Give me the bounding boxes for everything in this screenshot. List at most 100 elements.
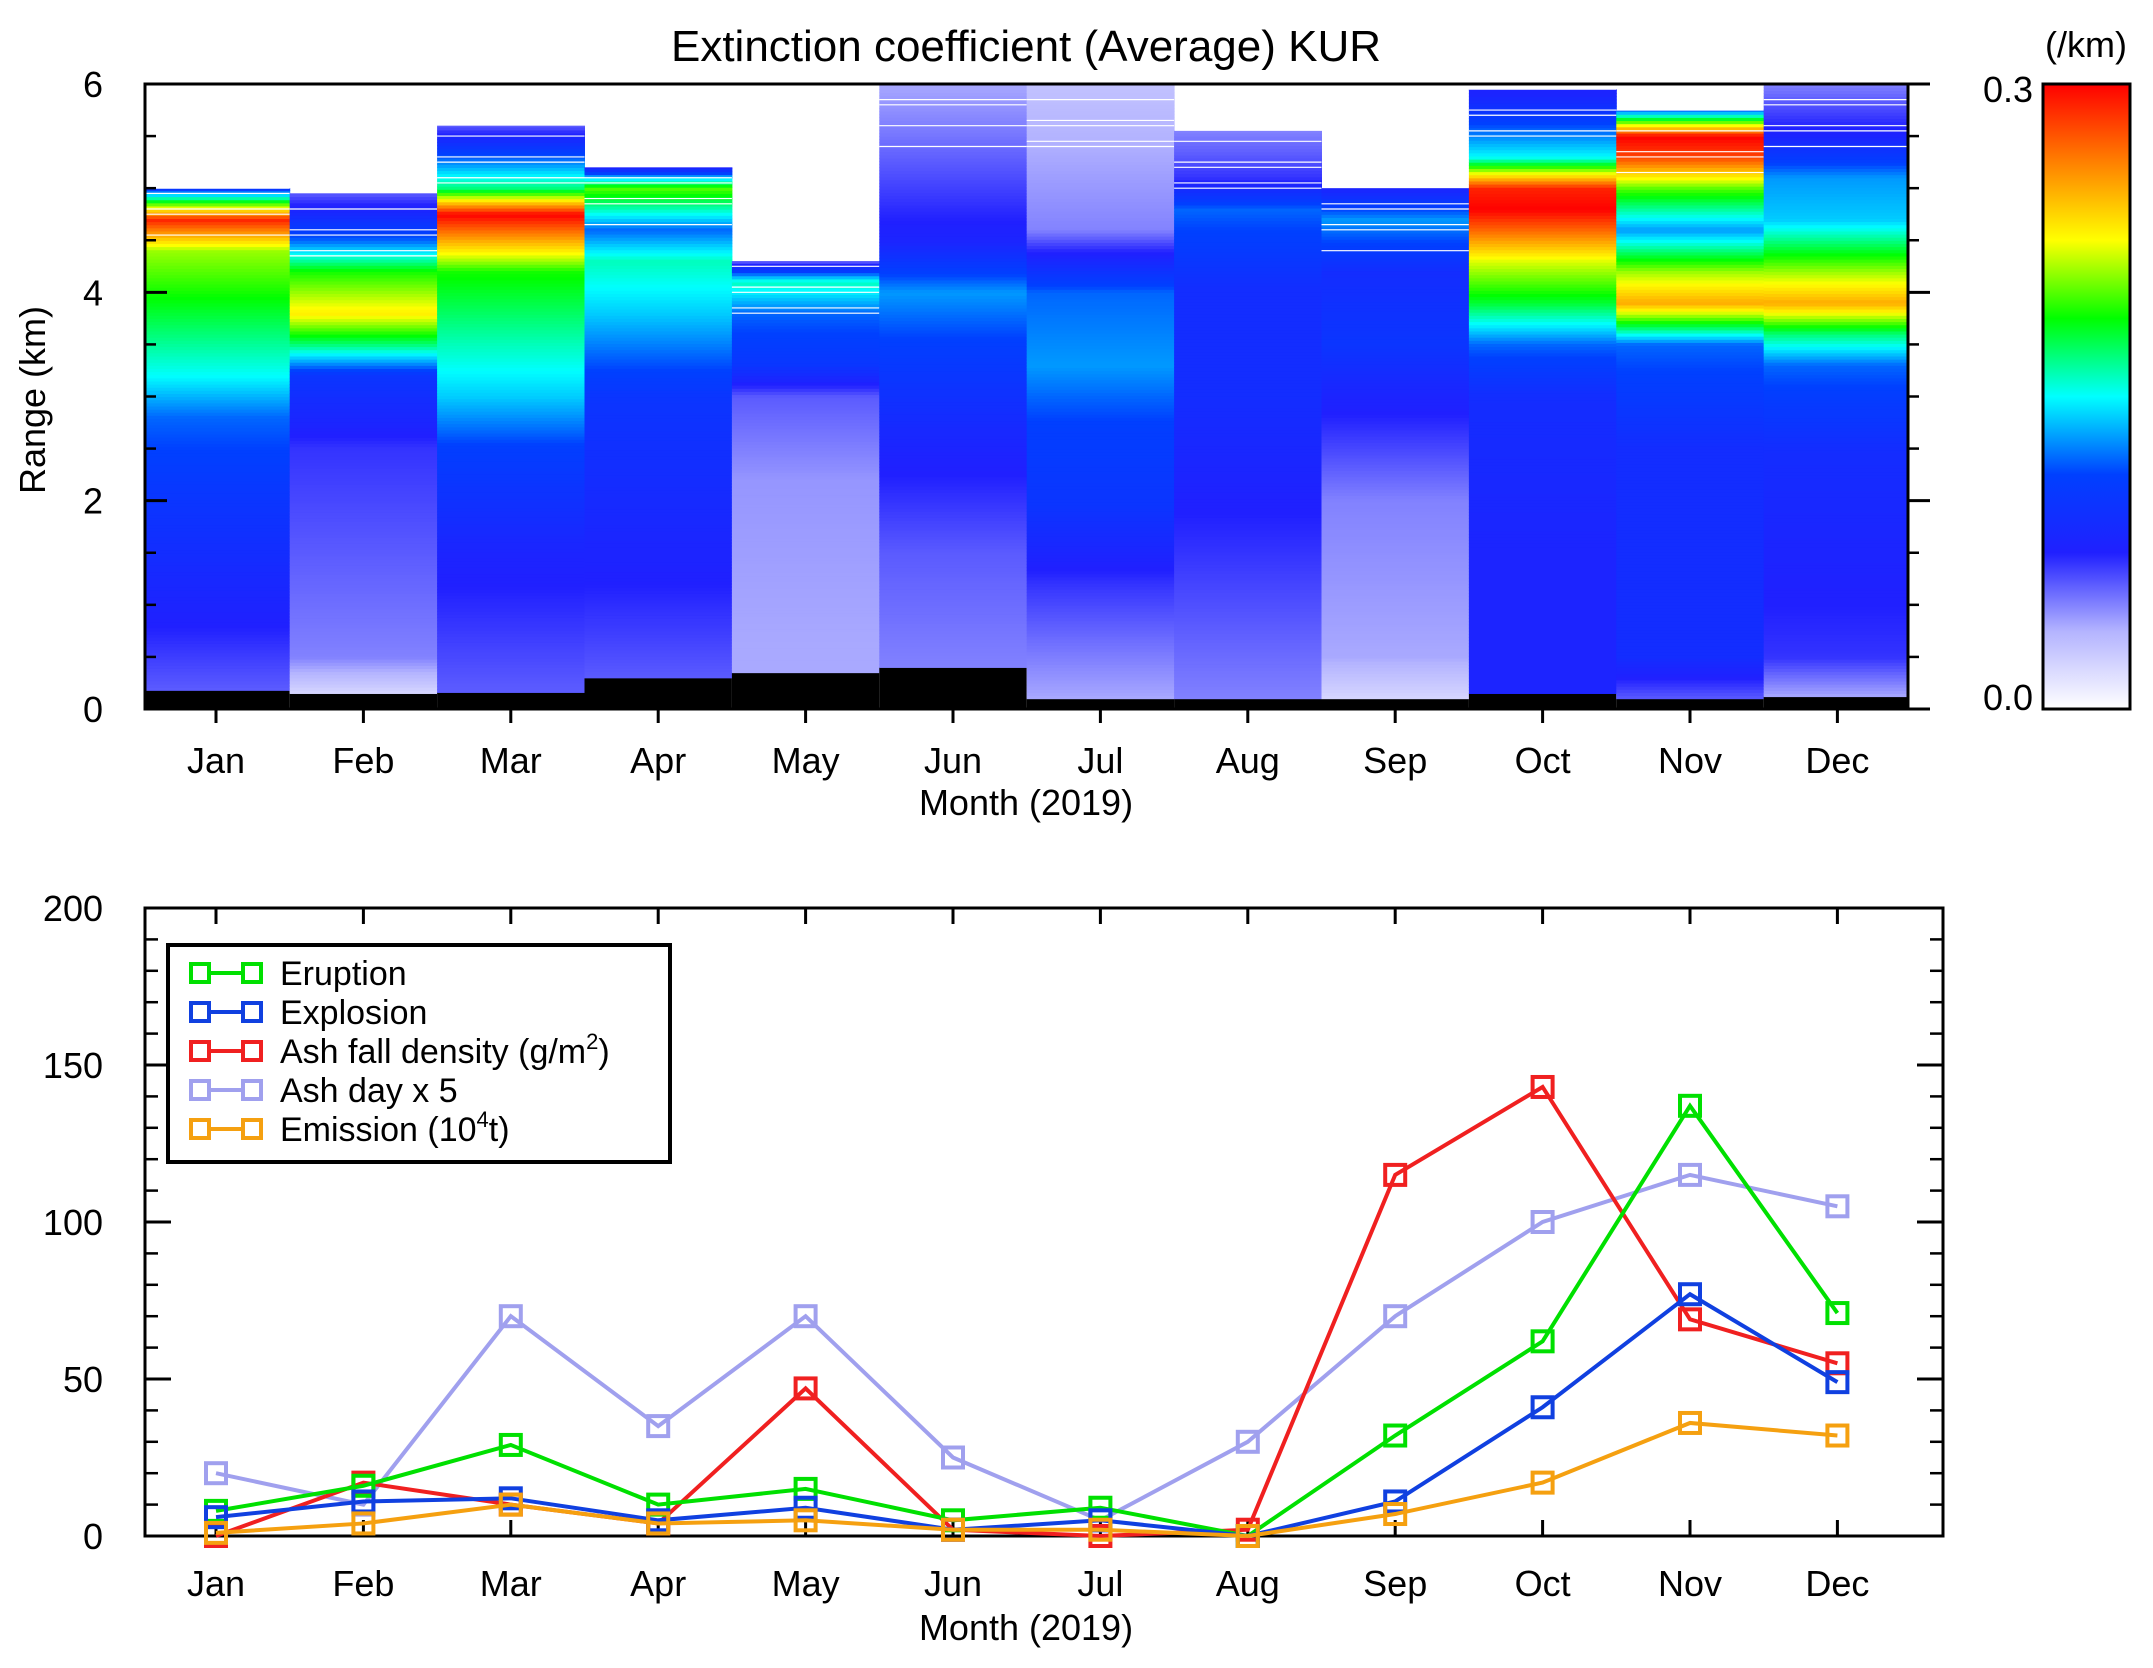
heatmap-cell bbox=[145, 465, 291, 469]
heatmap-cell bbox=[1026, 495, 1175, 500]
heatmap-cell bbox=[145, 612, 291, 616]
heatmap-cell bbox=[1321, 467, 1470, 472]
heatmap-cell bbox=[1616, 286, 1765, 290]
heatmap-cell bbox=[584, 399, 733, 404]
heatmap-cell bbox=[1763, 302, 1908, 307]
heatmap-cell bbox=[437, 589, 585, 593]
heatmap-cell bbox=[437, 432, 585, 437]
heatmap-cell bbox=[1763, 252, 1908, 257]
heatmap-cell bbox=[437, 279, 585, 284]
heatmap-cell bbox=[145, 280, 291, 285]
heatmap-cell bbox=[1321, 211, 1470, 215]
heatmap-cell bbox=[1321, 667, 1470, 672]
heatmap-cell bbox=[731, 494, 880, 499]
heatmap-cell bbox=[879, 348, 1028, 353]
heatmap-cell bbox=[1321, 398, 1470, 403]
heatmap-cell bbox=[1468, 377, 1617, 382]
heatmap-cell bbox=[1321, 561, 1470, 565]
heatmap-cell bbox=[731, 356, 880, 361]
heatmap-cell bbox=[1321, 498, 1470, 503]
heatmap-cell bbox=[1468, 171, 1617, 176]
heatmap-cell bbox=[1026, 417, 1175, 422]
heatmap-cell bbox=[1174, 351, 1322, 356]
heatmap-cell bbox=[1026, 482, 1175, 487]
heatmap-cell bbox=[289, 687, 438, 691]
heatmap-cell bbox=[289, 309, 438, 313]
heatmap-cell bbox=[1174, 601, 1322, 606]
heatmap-cell bbox=[1321, 382, 1470, 387]
heatmap-cell bbox=[1468, 596, 1617, 601]
heatmap-cell bbox=[584, 259, 733, 263]
heatmap-cell bbox=[1174, 132, 1322, 137]
heatmap-cell bbox=[1763, 549, 1908, 554]
heatmap-cell bbox=[879, 245, 1028, 250]
heatmap-cell bbox=[584, 505, 733, 510]
heatmap-cell bbox=[437, 236, 585, 240]
heatmap-cell bbox=[879, 661, 1028, 665]
heatmap-cell bbox=[879, 420, 1028, 425]
heatmap-cell bbox=[731, 413, 880, 417]
heatmap-cell bbox=[1616, 548, 1765, 553]
heatmap-cell bbox=[1616, 182, 1765, 187]
heatmap-cell bbox=[1321, 342, 1470, 347]
heatmap-cell bbox=[289, 196, 438, 201]
heatmap-cell bbox=[879, 654, 1028, 659]
heatmap-cell bbox=[584, 546, 733, 551]
heatmap-cell bbox=[289, 193, 438, 198]
heatmap-cell bbox=[145, 593, 291, 598]
heatmap-cell bbox=[1174, 507, 1322, 512]
heatmap-cell bbox=[1026, 251, 1175, 256]
heatmap-cell bbox=[145, 218, 291, 223]
heatmap-cell bbox=[1174, 686, 1322, 690]
heatmap-cell bbox=[1321, 601, 1470, 606]
heatmap-cell bbox=[437, 151, 585, 156]
heatmap-cell bbox=[289, 312, 438, 316]
heatmap-cell bbox=[1174, 673, 1322, 678]
heatmap-cell bbox=[1026, 373, 1175, 378]
heatmap-cell bbox=[1321, 254, 1470, 259]
heatmap-cell bbox=[1763, 327, 1908, 332]
heatmap-cell bbox=[1468, 562, 1617, 566]
heatmap-cell bbox=[584, 580, 733, 585]
heatmap-cell bbox=[1763, 393, 1908, 398]
legend-swatch-marker bbox=[241, 1040, 263, 1062]
heatmap-cell bbox=[1616, 261, 1765, 265]
heatmap-cell bbox=[1321, 614, 1470, 618]
heatmap-cell bbox=[437, 386, 585, 390]
heatmap-cell bbox=[1616, 598, 1765, 603]
heatmap-cell bbox=[1468, 99, 1617, 104]
heatmap-cell bbox=[731, 641, 880, 646]
heatmap-cell bbox=[1468, 265, 1617, 269]
heatmap-cell bbox=[1616, 117, 1765, 122]
heatmap-cell bbox=[1026, 445, 1175, 450]
heatmap-cell bbox=[731, 313, 880, 317]
heatmap-cell bbox=[1616, 629, 1765, 634]
heatmap-cell bbox=[1026, 282, 1175, 287]
heatmap-cell bbox=[879, 267, 1028, 272]
heatmap-cell bbox=[1763, 552, 1908, 557]
heatmap-cell bbox=[584, 390, 733, 394]
heatmap-cell bbox=[1763, 646, 1908, 651]
series-marker bbox=[498, 1492, 523, 1517]
heatmap-cell bbox=[1763, 343, 1908, 348]
series-line bbox=[215, 1084, 1838, 1539]
heatmap-cell bbox=[1026, 289, 1175, 293]
heatmap-cell bbox=[1468, 215, 1617, 219]
heatmap-cell bbox=[145, 493, 291, 498]
heatmap-cell bbox=[1026, 104, 1175, 109]
heatmap-cell bbox=[1468, 568, 1617, 573]
heatmap-cell bbox=[437, 257, 585, 262]
heatmap-cell bbox=[1763, 224, 1908, 229]
heatmap-cell bbox=[584, 171, 733, 176]
heatmap-cell bbox=[1616, 498, 1765, 503]
heatmap-cell bbox=[289, 355, 438, 360]
heatmap-cell bbox=[145, 680, 291, 685]
heatmap-cell bbox=[289, 527, 438, 532]
heatmap-cell bbox=[1026, 148, 1175, 153]
heatmap-cell bbox=[145, 434, 291, 438]
heatmap-cell bbox=[1321, 423, 1470, 428]
heatmap-cell bbox=[1468, 274, 1617, 279]
heatmap-cell bbox=[1763, 543, 1908, 548]
heatmap-cell bbox=[879, 157, 1028, 162]
heatmap-cell bbox=[1616, 157, 1765, 162]
